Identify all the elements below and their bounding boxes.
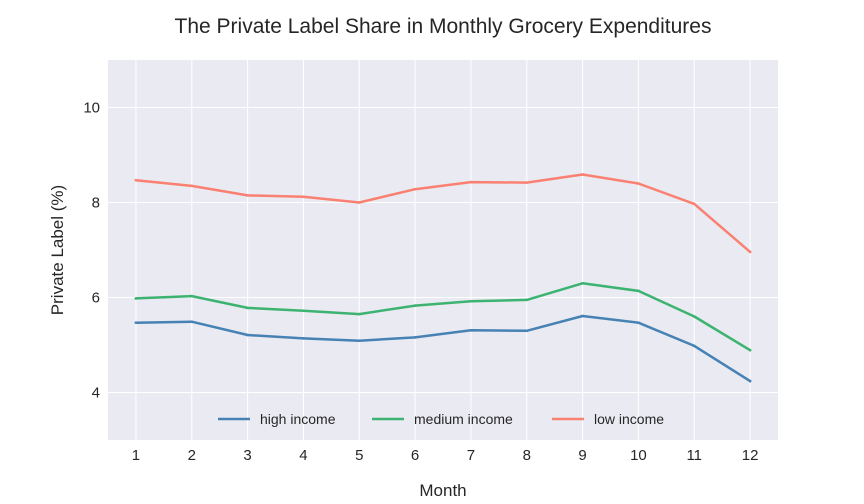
data-point	[692, 344, 696, 348]
x-tick-label: 8	[523, 447, 531, 464]
x-axis-title: Month	[419, 481, 466, 500]
legend-label: medium income	[414, 411, 513, 427]
data-point	[246, 306, 249, 310]
data-point	[357, 201, 361, 204]
data-point	[190, 184, 194, 188]
legend: high income medium income low income	[218, 411, 664, 427]
data-point	[302, 195, 305, 199]
data-point	[134, 297, 138, 300]
data-point	[748, 379, 752, 383]
data-point	[581, 173, 584, 176]
data-point	[581, 281, 584, 285]
x-tick-label: 1	[132, 447, 140, 464]
data-point	[246, 194, 249, 197]
x-tick-label: 2	[188, 447, 196, 464]
x-axis: 1 2 3 4 5 6 7 8 9 10 11 12	[132, 447, 759, 464]
data-point	[190, 320, 194, 324]
y-axis-title: Private Label (%)	[48, 185, 67, 315]
data-point	[637, 289, 640, 293]
data-point	[637, 321, 640, 324]
x-tick-label: 12	[742, 447, 759, 464]
data-point	[246, 333, 249, 337]
data-point	[190, 294, 194, 298]
y-tick-label: 4	[92, 385, 100, 402]
series-line-medium-income	[134, 282, 752, 352]
series-lines	[134, 173, 752, 383]
x-tick-label: 4	[299, 447, 307, 464]
series-line-high-income	[134, 314, 752, 383]
data-point	[748, 250, 752, 254]
x-tick-label: 6	[411, 447, 419, 464]
data-point	[357, 339, 361, 343]
x-tick-label: 7	[467, 447, 475, 464]
x-tick-label: 5	[355, 447, 363, 464]
x-tick-label: 3	[243, 447, 251, 464]
data-point	[469, 300, 473, 303]
legend-label: low income	[594, 411, 664, 427]
data-point	[302, 337, 305, 340]
data-point	[134, 321, 138, 324]
data-point	[302, 309, 305, 313]
data-point	[413, 304, 417, 307]
data-point	[525, 181, 529, 184]
data-point	[134, 178, 138, 182]
legend-label: high income	[260, 411, 336, 427]
data-point	[413, 187, 417, 191]
x-tick-label: 11	[686, 447, 702, 464]
data-point	[469, 328, 473, 332]
data-point	[748, 348, 752, 352]
data-point	[692, 202, 696, 206]
series-line-low-income	[134, 173, 752, 254]
x-tick-label: 10	[630, 447, 647, 464]
data-point	[357, 312, 361, 316]
y-tick-label: 10	[83, 100, 100, 117]
chart-title: The Private Label Share in Monthly Groce…	[175, 15, 712, 38]
y-tick-label: 8	[92, 195, 100, 212]
x-tick-label: 9	[578, 447, 586, 464]
y-tick-label: 6	[92, 290, 100, 307]
data-point	[692, 315, 696, 318]
data-point	[413, 336, 417, 339]
data-point	[525, 329, 529, 333]
data-point	[525, 298, 529, 302]
data-point	[637, 182, 640, 185]
y-axis: 4 6 8 10	[83, 100, 100, 402]
grid	[108, 60, 778, 440]
plot-area	[108, 60, 778, 440]
data-point	[469, 180, 473, 184]
data-point	[581, 314, 584, 318]
